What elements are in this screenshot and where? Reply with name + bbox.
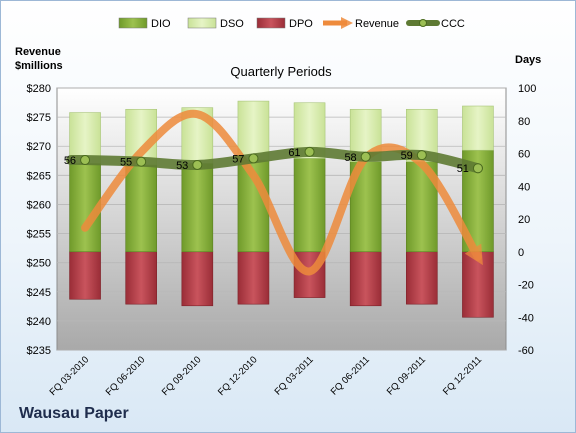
right-tick-label: -20 (518, 280, 534, 292)
legend-label: DIO (151, 18, 171, 30)
x-tick-label: FQ 09-2011 (385, 354, 428, 397)
right-tick-label: -60 (518, 345, 534, 357)
ccc-data-label: 57 (232, 153, 244, 165)
chart-title: Quarterly Periods (230, 64, 332, 79)
right-tick-label: 20 (518, 214, 530, 226)
legend-item-dpo: DPO (256, 17, 313, 30)
ccc-data-label: 53 (176, 160, 188, 172)
x-tick-label: FQ 06-2010 (104, 354, 148, 398)
plot-area (56, 87, 507, 351)
ccc-data-label: 55 (120, 157, 132, 169)
legend-label: DSO (220, 18, 244, 30)
bar-dpo (406, 251, 438, 305)
ccc-point (136, 156, 147, 167)
ccc-point (416, 150, 427, 161)
left-tick-label: $245 (27, 287, 51, 299)
x-tick-label: FQ 09-2010 (160, 354, 204, 398)
right-tick-label: -40 (518, 312, 534, 324)
bar-dpo (237, 251, 270, 305)
legend-label: DPO (289, 18, 313, 30)
ccc-data-label: 59 (401, 150, 413, 162)
right-tick-label: 100 (518, 83, 536, 95)
legend-label: Revenue (355, 18, 399, 30)
x-tick-label: FQ 12-2010 (216, 354, 260, 398)
x-tick-label: FQ 03-2011 (273, 354, 316, 397)
bar-dio (293, 158, 326, 253)
bar-dpo (349, 251, 382, 307)
bar-dpo (125, 251, 157, 305)
bar-dio (125, 164, 157, 253)
ccc-point (472, 163, 483, 174)
right-tick-label: 0 (518, 247, 524, 259)
x-tick-label: FQ 06-2011 (329, 354, 372, 397)
ccc-data-label: 61 (288, 147, 300, 159)
x-tick-label: FQ 12-2011 (441, 354, 484, 397)
left-axis-title-line2: $millions (15, 60, 63, 72)
ccc-point (360, 151, 371, 162)
bar-dio (181, 163, 214, 253)
legend: DIO DSO DPO Revenue CCC (118, 16, 465, 30)
legend-marker (419, 19, 427, 27)
left-axis-title-line1: Revenue (15, 46, 61, 58)
x-tick-label: FQ 03-2010 (48, 354, 92, 398)
bar-dpo (181, 251, 214, 307)
left-tick-label: $260 (27, 199, 51, 211)
legend-item-ccc: CCC (406, 18, 465, 30)
bar-dso (237, 100, 270, 161)
left-tick-label: $275 (27, 112, 51, 124)
ccc-data-label: 58 (344, 152, 356, 164)
legend-swatch (118, 17, 148, 29)
ccc-data-label: 56 (64, 155, 76, 167)
legend-item-revenue: Revenue (323, 16, 399, 30)
legend-swatch (256, 17, 286, 29)
left-tick-label: $240 (27, 316, 51, 328)
ccc-point (304, 146, 315, 157)
legend-item-dso: DSO (187, 17, 244, 30)
revenue-line (81, 109, 483, 276)
ccc-point (80, 155, 91, 166)
legend-item-dio: DIO (118, 17, 171, 30)
right-tick-label: 40 (518, 181, 530, 193)
legend-label: CCC (441, 18, 465, 30)
company-name: Wausau Paper (19, 405, 129, 422)
bar-dpo (462, 251, 494, 318)
ccc-data-label: 51 (457, 163, 469, 175)
left-tick-label: $280 (27, 83, 51, 95)
left-tick-label: $250 (27, 258, 51, 270)
left-tick-label: $235 (27, 345, 51, 357)
left-tick-label: $270 (27, 141, 51, 153)
right-axis-title: Days (515, 54, 541, 66)
right-tick-label: 80 (518, 116, 530, 128)
right-tick-label: 60 (518, 149, 530, 161)
bar-dpo (69, 251, 101, 300)
legend-swatch (187, 17, 217, 29)
ccc-point (248, 153, 259, 164)
left-tick-label: $265 (27, 170, 51, 182)
left-tick-label: $255 (27, 229, 51, 241)
bar-dso (462, 105, 494, 151)
lines: 56 55 53 57 61 58 59 51 (64, 109, 483, 276)
ccc-point (192, 159, 203, 170)
